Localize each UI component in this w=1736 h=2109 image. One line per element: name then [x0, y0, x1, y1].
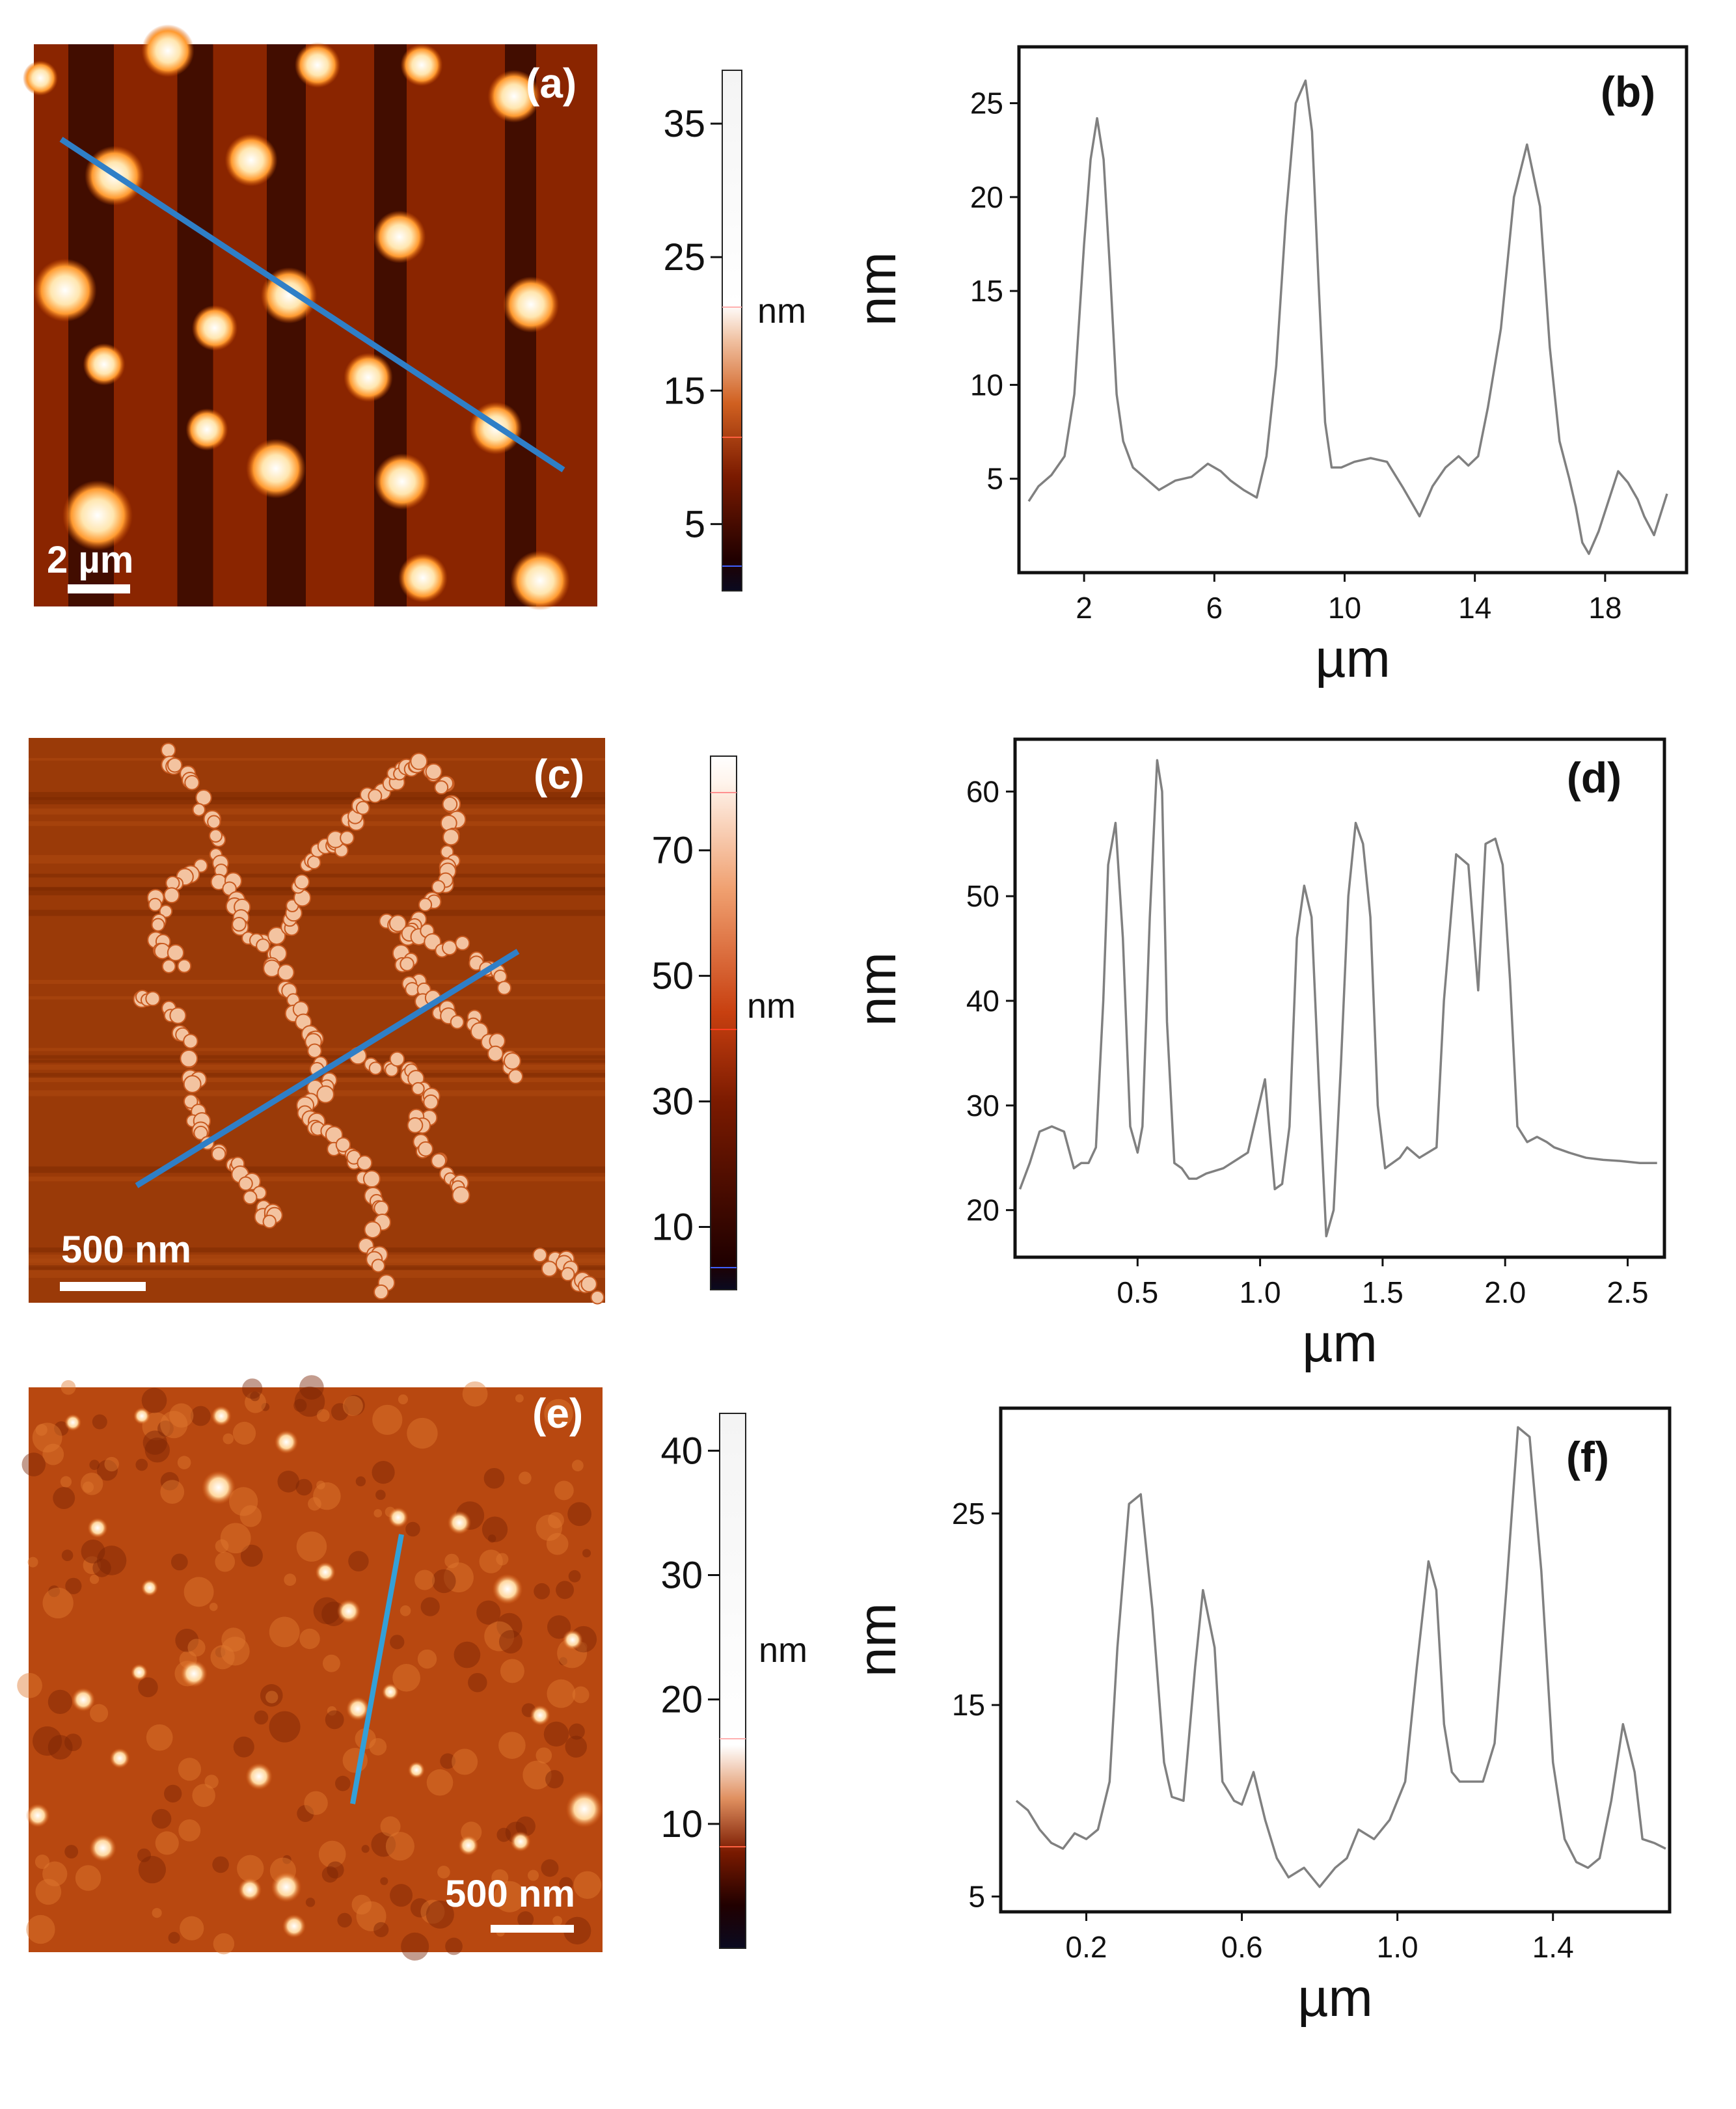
colorbar-tick-label: 15: [663, 370, 705, 412]
y-axis-title: nm: [848, 252, 907, 326]
colorbar-a: 35 25 15 5 nm: [663, 70, 806, 592]
y-tick-label: 50: [966, 879, 999, 913]
colorbar-tick-label: 70: [651, 830, 694, 872]
profile-chart-b: 5 10 15 20 25 2 6 10 14 18 µm nm (b): [848, 45, 1689, 688]
colorbar-unit-a: nm: [757, 292, 806, 331]
scale-bar-label-c: 500 nm: [61, 1229, 191, 1271]
chart-frame-f: [999, 1406, 1672, 1914]
colorbar-tick-label: 10: [660, 1803, 703, 1845]
profile-chart-f: 5 15 25 0.2 0.6 1.0 1.4 µm nm (f): [848, 1406, 1672, 2028]
scale-bar-c: [60, 1282, 146, 1291]
x-tick-label: 0.2: [1066, 1930, 1107, 1964]
x-tick-label: 1.5: [1362, 1275, 1404, 1309]
x-tick-label: 18: [1588, 591, 1621, 625]
y-tick-label: 25: [970, 87, 1003, 120]
x-axis-title: µm: [1297, 1968, 1373, 2028]
colorbar-tick-label: 20: [660, 1679, 703, 1721]
y-tick-label: 15: [952, 1688, 985, 1722]
y-tick-label: 20: [970, 180, 1003, 214]
profile-chart-d: 20 30 40 50 60 0.5 1.0 1.5 2.0 2.5 µm nm (d): [848, 737, 1666, 1373]
colorbar-unit-e: nm: [759, 1631, 807, 1670]
x-tick-label: 2.0: [1484, 1275, 1526, 1309]
colorbar-tick-label: 5: [685, 503, 705, 545]
colorbar-c: 70 50 30 10 nm: [651, 755, 796, 1290]
colorbar-tick-label: 35: [663, 103, 705, 145]
x-axis-title: µm: [1302, 1314, 1377, 1373]
scale-bar-label-a: 2 µm: [47, 539, 133, 581]
afm-image-c: (c) 500 nm: [29, 738, 605, 1305]
colorbar-tick-label: 25: [663, 236, 705, 279]
y-axis-title: nm: [848, 952, 907, 1026]
panel-label-a: (a): [526, 60, 576, 107]
y-tick-label: 40: [966, 984, 999, 1018]
colorbar-tick-label: 40: [660, 1430, 703, 1472]
profile-line-e: [350, 1534, 404, 1804]
x-tick-label: 2: [1076, 591, 1092, 625]
profile-line-a: [59, 137, 565, 472]
y-tick-label: 10: [970, 368, 1003, 401]
y-tick-label: 60: [966, 774, 999, 808]
chart-frame-b: [1017, 45, 1689, 575]
x-tick-label: 14: [1458, 591, 1491, 625]
x-tick-label: 1.0: [1377, 1930, 1418, 1964]
profile-line-c: [135, 949, 520, 1188]
y-tick-label: 30: [966, 1089, 999, 1123]
panel-label-c: (c): [534, 751, 584, 798]
y-tick-label: 5: [968, 1879, 985, 1913]
x-tick-label: 1.0: [1240, 1275, 1281, 1309]
colorbar-e: 40 30 20 10 nm: [660, 1413, 807, 1949]
colorbar-tick-label: 30: [651, 1081, 694, 1123]
profile-trace-d: [1018, 759, 1657, 1238]
y-tick-label: 15: [970, 274, 1003, 308]
colorbar-tick-label: 50: [651, 955, 694, 998]
scale-bar-e: [491, 1925, 574, 1933]
x-axis-title: µm: [1315, 629, 1390, 688]
y-tick-label: 20: [966, 1193, 999, 1227]
y-tick-label: 25: [952, 1497, 985, 1531]
panel-label-f: (f): [1566, 1433, 1609, 1481]
panel-label-b: (b): [1601, 68, 1655, 116]
chart-frame-d: [1013, 737, 1666, 1259]
panel-label-e: (e): [532, 1390, 583, 1437]
x-tick-label: 1.4: [1532, 1930, 1574, 1964]
x-tick-label: 6: [1206, 591, 1223, 625]
colorbar-unit-c: nm: [747, 986, 796, 1026]
afm-image-a: (a) 2 µm: [23, 24, 597, 610]
x-tick-label: 0.5: [1117, 1275, 1158, 1309]
profile-trace-b: [1027, 79, 1668, 555]
x-tick-label: 0.6: [1221, 1930, 1263, 1964]
y-axis-title: nm: [848, 1603, 907, 1677]
panel-label-d: (d): [1567, 754, 1621, 802]
afm-image-e: (e) 500 nm: [17, 1375, 603, 1961]
x-tick-label: 2.5: [1607, 1275, 1649, 1309]
colorbar-tick-label: 10: [651, 1206, 694, 1249]
y-tick-label: 5: [986, 462, 1003, 496]
scale-bar-label-e: 500 nm: [445, 1873, 575, 1915]
colorbar-tick-label: 30: [660, 1555, 703, 1597]
scale-bar-a: [68, 584, 130, 593]
x-tick-label: 10: [1328, 591, 1361, 625]
profile-trace-f: [1015, 1426, 1666, 1888]
